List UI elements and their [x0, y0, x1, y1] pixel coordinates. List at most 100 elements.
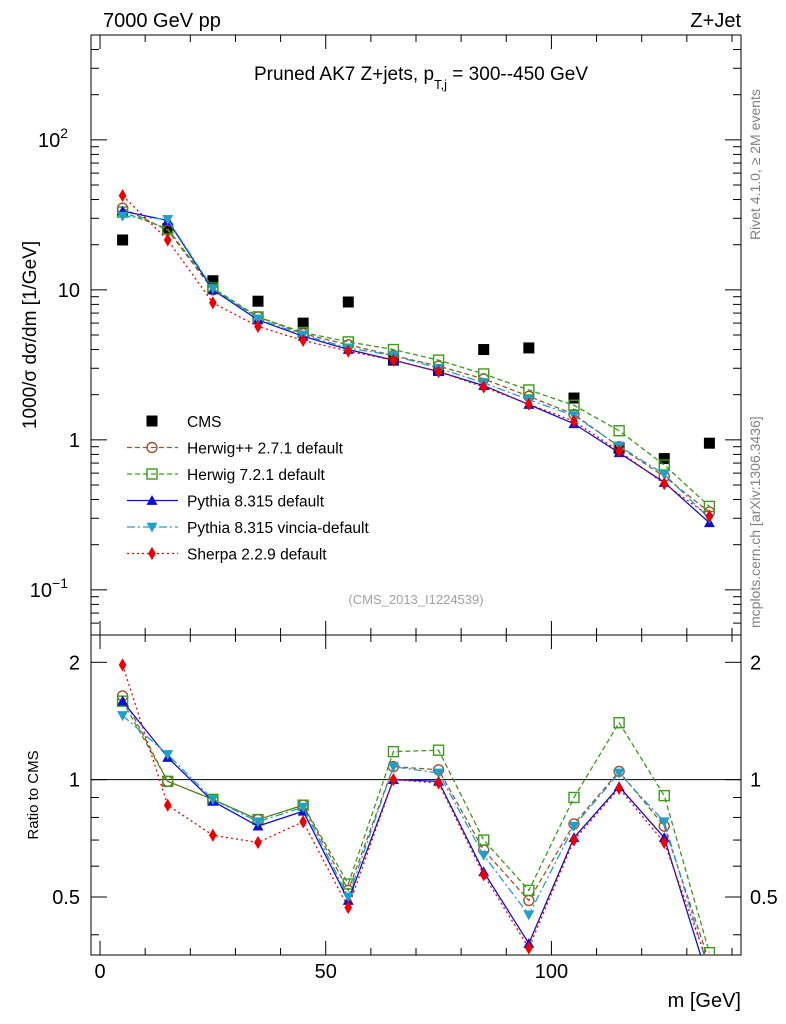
main-y-tick-label: 10−1: [30, 575, 68, 602]
main-cms-point-5: [342, 296, 354, 308]
main-sherpa-point-10: [570, 414, 578, 428]
ratio-pythia-point-13: [704, 978, 715, 988]
x-tick-label: 100: [535, 961, 568, 983]
main-y-tick-label: 10: [58, 280, 80, 302]
ratio-herwig7-point-7: [432, 744, 445, 756]
main-sherpa-point-2: [209, 296, 217, 310]
legend-vincia-marker: [146, 522, 158, 533]
ratio-vincia-point-12: [658, 817, 670, 828]
main-sherpa-point-11: [615, 444, 623, 458]
ratio-vincia-point-6: [387, 762, 399, 773]
analysis-tag: (CMS_2013_I1224539): [348, 592, 483, 607]
rivet-version-label: Rivet 4.1.0, ≥ 2M events: [747, 89, 763, 240]
main-herwig7-line: [122, 211, 710, 507]
ratio-sherpa-point-6: [389, 773, 398, 787]
ratio-herwig7-point-5: [342, 878, 354, 890]
legend-pythia-marker: [146, 495, 158, 505]
ratio-sherpa-point-0: [118, 658, 127, 672]
ratio-axis-ticks: 0.5 0.5 1 1 2 2 0 50 100: [52, 635, 778, 983]
main-axis-ticks: 10−1 1 10 102: [30, 34, 741, 636]
x-axis-label: m [GeV]: [668, 990, 741, 1012]
ratio-herwig7-point-1: [162, 775, 174, 788]
ratio-sherpa-point-13: [706, 961, 714, 974]
ratio-herwig7-point-9: [523, 884, 535, 897]
ratio-vincia-point-11: [613, 768, 625, 779]
ratio-vincia-point-0: [117, 711, 129, 722]
ratio-sherpa-line: [121, 664, 706, 955]
main-vincia-point-3: [252, 314, 264, 325]
ratio-herwigpp-line: [122, 695, 708, 955]
main-sherpa-point-1: [163, 233, 172, 247]
ratio-herwigpp-point-13: [704, 957, 714, 967]
main-cms-point-13: [703, 437, 715, 449]
ratio-y-tick-label-left: 1: [69, 770, 80, 792]
ratio-herwig7-point-10: [568, 791, 580, 804]
ratio-y-tick-label-right: 1: [750, 770, 761, 792]
main-sherpa-point-0: [118, 188, 127, 203]
ratio-vincia-point-1: [162, 750, 174, 761]
mcplots-source-label: mcplots.cern.ch [arXiv:1306.3436]: [747, 416, 763, 628]
ratio-sherpa-point-8: [479, 868, 488, 882]
main-cms-point-9: [523, 342, 535, 354]
header-energy-label: 7000 GeV pp: [103, 10, 221, 32]
legend-pythia-label: Pythia 8.315 default: [187, 494, 325, 511]
ratio-vincia-point-10: [568, 821, 580, 832]
legend-sherpa-marker: [148, 546, 156, 561]
legend: CMS Herwig++ 2.7.1 default Herwig 7.2.1 de…: [127, 414, 370, 564]
main-vincia-point-12: [658, 469, 670, 480]
x-tick-label: 0: [94, 961, 105, 983]
ratio-series-group: [116, 658, 716, 988]
legend-herwig7-marker: [146, 468, 158, 480]
main-sherpa-point-7: [434, 365, 443, 379]
ratio-sherpa-point-1: [163, 798, 172, 812]
legend-cms-marker: [146, 415, 158, 427]
ratio-herwig7-point-6: [387, 745, 400, 758]
ratio-sherpa-point-11: [615, 781, 623, 795]
ratio-vincia-point-7: [433, 768, 445, 779]
main-sherpa-point-5: [344, 344, 353, 358]
x-tick-label: 50: [315, 961, 337, 983]
main-plot-frame: [90, 34, 742, 636]
ratio-vincia-point-8: [478, 850, 490, 861]
ratio-vincia-point-5: [342, 892, 354, 903]
header-process-label: Z+Jet: [690, 10, 741, 32]
ratio-vincia-point-9: [523, 910, 535, 921]
ratio-pythia-line: [122, 700, 702, 955]
ratio-sherpa-point-3: [254, 835, 262, 850]
ratio-sherpa-point-7: [434, 776, 443, 790]
main-herwig7-point-10: [568, 399, 580, 411]
ratio-vincia-line: [122, 715, 705, 955]
ratio-y-tick-label-left: 2: [69, 652, 80, 674]
ratio-sherpa-point-5: [344, 900, 353, 915]
main-herwig7-point-9: [523, 384, 535, 396]
main-sherpa-point-4: [299, 333, 308, 348]
ratio-y-tick-label-left: 0.5: [52, 887, 80, 909]
ratio-sherpa-point-2: [209, 828, 217, 842]
main-herwigpp-line: [122, 207, 710, 513]
main-sherpa-point-12: [660, 477, 669, 491]
main-cms-point-10: [568, 392, 580, 404]
legend-vincia-label: Pythia 8.315 vincia-default: [187, 520, 370, 537]
main-cms-point-4: [297, 317, 309, 329]
main-y-tick-label: 102: [38, 125, 68, 152]
ratio-herwig7-line: [122, 700, 711, 953]
legend-herwigpp-marker: [146, 441, 158, 454]
legend-sherpa-label: Sherpa 2.2.9 default: [187, 547, 327, 564]
main-cms-point-12: [658, 453, 670, 465]
ratio-y-tick-label-right: 0.5: [750, 887, 778, 909]
main-vincia-point-2: [207, 284, 219, 295]
main-vincia-point-1: [162, 214, 174, 225]
ratio-herwig7-point-8: [478, 834, 490, 846]
main-y-tick-label: 1: [69, 430, 80, 452]
main-sherpa-point-9: [524, 397, 533, 411]
main-sherpa-point-6: [389, 353, 398, 367]
legend-herwigpp-label: Herwig++ 2.7.1 default: [187, 441, 344, 458]
ratio-vincia-point-4: [297, 802, 309, 813]
ratio-herwig7-point-11: [613, 716, 625, 729]
ratio-plot-frame: [90, 634, 742, 956]
ratio-sherpa-point-4: [299, 815, 308, 829]
legend-cms-label: CMS: [187, 414, 221, 431]
ratio-vincia-point-3: [252, 817, 264, 828]
ratio-vincia-point-2: [207, 794, 219, 805]
